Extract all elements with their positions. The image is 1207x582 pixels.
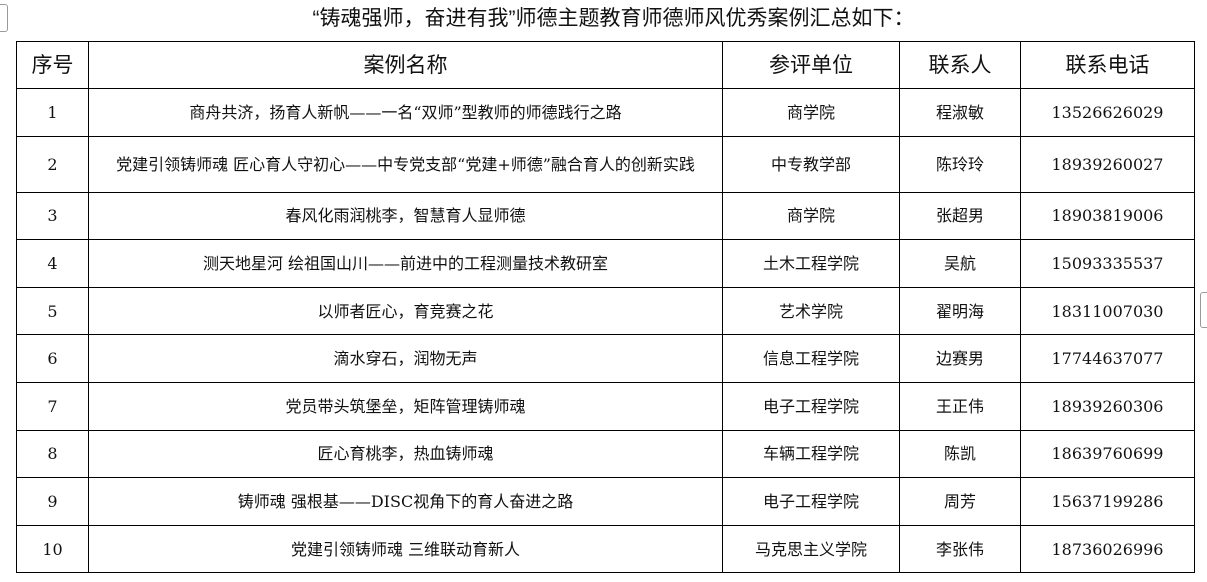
cell-contact: 李张伟 [899,524,1021,574]
cell-index: 2 [16,135,89,193]
cell-case-name: 商舟共济，扬育人新帆——一名“双师”型教师的师德践行之路 [88,88,723,137]
col-header-case-name: 案例名称 [88,41,723,89]
cell-phone: 13526626029 [1020,88,1195,137]
cell-index: 10 [16,524,89,574]
cell-index: 1 [16,88,89,137]
cell-unit: 商学院 [722,88,900,137]
cell-unit: 电子工程学院 [722,381,900,431]
cell-phone: 18311007030 [1020,286,1195,336]
cell-phone: 18939260027 [1020,135,1195,193]
cell-contact: 程淑敏 [899,88,1021,137]
table-row: 8 匠心育桃李，热血铸师魂 车辆工程学院 陈凯 18639760699 [16,429,1195,479]
table-row: 2 党建引领铸师魂 匠心育人守初心——中专党支部“党建+师德”融合育人的创新实践中… [16,135,1195,193]
cell-index: 5 [16,286,89,336]
left-page-edge-handle [0,4,8,32]
cell-unit: 中专教学部 [722,135,900,193]
cell-unit: 马克思主义学院 [722,524,900,574]
cell-phone: 18639760699 [1020,429,1195,479]
table-row: 4 测天地星河 绘祖国山川——前进中的工程测量技术教研室 土木工程学院 吴航 15093… [16,239,1195,288]
cell-phone: 18939260306 [1020,381,1195,431]
cell-unit: 商学院 [722,191,900,241]
table-row: 5 以师者匠心，育竞赛之花 艺术学院 翟明海 18311007030 [16,286,1195,336]
cell-unit: 土木工程学院 [722,239,900,288]
document-title: “铸魂强师，奋进有我”师德主题教育师德师风优秀案例汇总如下： [312,7,915,30]
table-header-row: 序号 案例名称 参评单位 联系人 联系电话 [16,41,1195,89]
col-header-unit: 参评单位 [722,41,900,89]
cell-phone: 18736026996 [1020,524,1195,574]
table-row: 9 铸师魂 强根基——DISC视角下的育人奋进之路 电子工程学院 周芳 15637199… [16,477,1195,526]
cell-phone: 15093335537 [1020,239,1195,288]
cell-contact: 陈玲玲 [899,135,1021,193]
cell-index: 4 [16,239,89,288]
cell-contact: 边赛男 [899,334,1021,383]
cell-unit: 车辆工程学院 [722,429,900,479]
cell-contact: 周芳 [899,477,1021,526]
table-row: 1 商舟共济，扬育人新帆——一名“双师”型教师的师德践行之路 商学院 程淑敏 13526… [16,88,1195,137]
cell-case-name: 滴水穿石，润物无声 [88,334,723,383]
cell-case-name: 党建引领铸师魂 匠心育人守初心——中专党支部“党建+师德”融合育人的创新实践 [88,135,723,193]
cell-case-name: 匠心育桃李，热血铸师魂 [88,429,723,479]
cell-contact: 王正伟 [899,381,1021,431]
cell-case-name: 以师者匠心，育竞赛之花 [88,286,723,336]
cell-phone: 17744637077 [1020,334,1195,383]
cell-unit: 信息工程学院 [722,334,900,383]
col-header-contact: 联系人 [899,41,1021,89]
cell-phone: 15637199286 [1020,477,1195,526]
cell-index: 6 [16,334,89,383]
cell-case-name: 党员带头筑堡垒，矩阵管理铸师魂 [88,381,723,431]
cell-contact: 翟明海 [899,286,1021,336]
cell-case-name: 测天地星河 绘祖国山川——前进中的工程测量技术教研室 [88,239,723,288]
cell-index: 8 [16,429,89,479]
cell-index: 3 [16,191,89,241]
col-header-index: 序号 [16,41,89,89]
cell-contact: 陈凯 [899,429,1021,479]
cell-index: 9 [16,477,89,526]
cell-phone: 18903819006 [1020,191,1195,241]
cases-table: 序号 案例名称 参评单位 联系人 联系电话 1 商舟共济，扬育人新帆——一名“双师”型教师… [16,41,1195,574]
cell-index: 7 [16,381,89,431]
cell-case-name: 铸师魂 强根基——DISC视角下的育人奋进之路 [88,477,723,526]
cell-unit: 艺术学院 [722,286,900,336]
cell-contact: 吴航 [899,239,1021,288]
table-row: 7 党员带头筑堡垒，矩阵管理铸师魂 电子工程学院 王正伟 18939260306 [16,381,1195,431]
cell-case-name: 春风化雨润桃李，智慧育人显师德 [88,191,723,241]
cell-case-name: 党建引领铸师魂 三维联动育新人 [88,524,723,574]
table-row: 10 党建引领铸师魂 三维联动育新人 马克思主义学院 李张伟 18736026996 [16,524,1195,574]
cell-contact: 张超男 [899,191,1021,241]
table-row: 3 春风化雨润桃李，智慧育人显师德 商学院 张超男 18903819006 [16,191,1195,241]
cell-unit: 电子工程学院 [722,477,900,526]
table-row: 6 滴水穿石，润物无声 信息工程学院 边赛男 17744637077 [16,334,1195,383]
col-header-phone: 联系电话 [1020,41,1195,89]
right-page-edge-handle[interactable] [1200,292,1207,328]
